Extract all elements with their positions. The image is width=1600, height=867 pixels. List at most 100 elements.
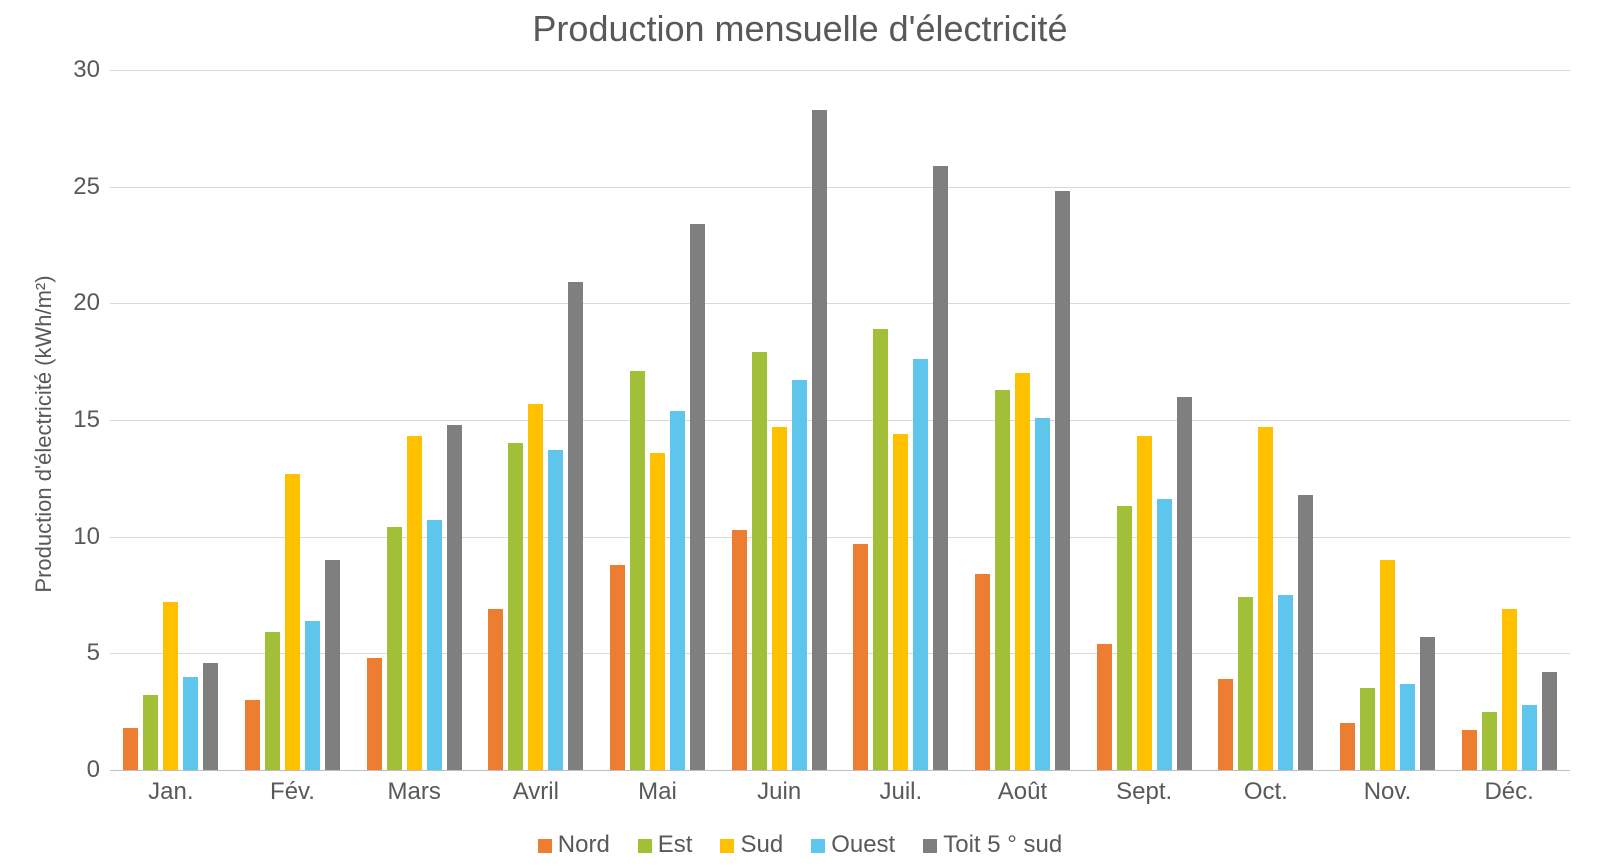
bar bbox=[650, 453, 665, 770]
bar bbox=[367, 658, 382, 770]
y-tick-label: 10 bbox=[73, 523, 110, 551]
bar bbox=[508, 443, 523, 770]
legend-item: Ouest bbox=[811, 831, 895, 859]
y-tick-label: 5 bbox=[87, 639, 110, 667]
grid-line bbox=[110, 537, 1570, 538]
y-tick-label: 20 bbox=[73, 289, 110, 317]
y-tick-label: 25 bbox=[73, 173, 110, 201]
y-axis-label: Production d'électricité (kWh/m²) bbox=[31, 275, 57, 592]
grid-line bbox=[110, 420, 1570, 421]
x-tick-label: Nov. bbox=[1327, 770, 1449, 806]
bar bbox=[387, 527, 402, 770]
bar bbox=[1097, 644, 1112, 770]
legend-label: Est bbox=[658, 831, 693, 858]
bar bbox=[772, 427, 787, 770]
legend-label: Ouest bbox=[831, 831, 895, 858]
legend-swatch bbox=[638, 839, 652, 853]
bar bbox=[610, 565, 625, 770]
plot-area: 051015202530Jan.Fév.MarsAvrilMaiJuinJuil… bbox=[110, 70, 1570, 771]
x-tick-label: Juil. bbox=[840, 770, 962, 806]
x-tick-label: Fév. bbox=[232, 770, 354, 806]
bar bbox=[265, 632, 280, 770]
y-tick-label: 0 bbox=[87, 756, 110, 784]
legend-label: Toit 5 ° sud bbox=[943, 831, 1062, 858]
bar bbox=[1502, 609, 1517, 770]
x-tick-label: Juin bbox=[718, 770, 840, 806]
x-tick-label: Déc. bbox=[1448, 770, 1570, 806]
x-tick-label: Sept. bbox=[1083, 770, 1205, 806]
bar bbox=[285, 474, 300, 770]
bar bbox=[732, 530, 747, 770]
bar bbox=[447, 425, 462, 770]
bar bbox=[1462, 730, 1477, 770]
bar bbox=[1157, 499, 1172, 770]
bar bbox=[853, 544, 868, 770]
legend-item: Nord bbox=[538, 831, 610, 859]
bar bbox=[568, 282, 583, 770]
bar bbox=[1482, 712, 1497, 770]
bar bbox=[183, 677, 198, 770]
bar bbox=[1218, 679, 1233, 770]
bar bbox=[1522, 705, 1537, 770]
bar bbox=[630, 371, 645, 770]
bar bbox=[548, 450, 563, 770]
bar bbox=[873, 329, 888, 770]
legend-label: Nord bbox=[558, 831, 610, 858]
bar bbox=[752, 352, 767, 770]
bar bbox=[812, 110, 827, 770]
y-tick-label: 15 bbox=[73, 406, 110, 434]
chart-title: Production mensuelle d'électricité bbox=[0, 8, 1600, 50]
legend: Nord Est Sud Ouest Toit 5 ° sud bbox=[0, 831, 1600, 859]
bar bbox=[528, 404, 543, 770]
bar bbox=[488, 609, 503, 770]
legend-item: Sud bbox=[720, 831, 783, 859]
bar bbox=[1015, 373, 1030, 770]
bar bbox=[1238, 597, 1253, 770]
bar bbox=[245, 700, 260, 770]
bar bbox=[1400, 684, 1415, 770]
bar bbox=[1542, 672, 1557, 770]
y-tick-label: 30 bbox=[73, 56, 110, 84]
bar bbox=[690, 224, 705, 770]
legend-item: Toit 5 ° sud bbox=[923, 831, 1062, 859]
x-tick-label: Oct. bbox=[1205, 770, 1327, 806]
x-tick-label: Mai bbox=[597, 770, 719, 806]
x-tick-label: Jan. bbox=[110, 770, 232, 806]
x-tick-label: Mars bbox=[353, 770, 475, 806]
bar bbox=[670, 411, 685, 770]
bar bbox=[1137, 436, 1152, 770]
bar bbox=[123, 728, 138, 770]
bar bbox=[1177, 397, 1192, 770]
bar bbox=[893, 434, 908, 770]
bar bbox=[1380, 560, 1395, 770]
bar bbox=[913, 359, 928, 770]
bar bbox=[305, 621, 320, 770]
bar bbox=[975, 574, 990, 770]
bar bbox=[1340, 723, 1355, 770]
electricity-production-chart: Production mensuelle d'électricité Produ… bbox=[0, 0, 1600, 867]
legend-swatch bbox=[811, 839, 825, 853]
bar bbox=[1360, 688, 1375, 770]
legend-swatch bbox=[538, 839, 552, 853]
grid-line bbox=[110, 303, 1570, 304]
grid-line bbox=[110, 70, 1570, 71]
legend-swatch bbox=[720, 839, 734, 853]
bar bbox=[407, 436, 422, 770]
bar bbox=[933, 166, 948, 770]
bar bbox=[1298, 495, 1313, 770]
bar bbox=[1278, 595, 1293, 770]
bar bbox=[1055, 191, 1070, 770]
x-tick-label: Août bbox=[962, 770, 1084, 806]
bar bbox=[995, 390, 1010, 770]
legend-swatch bbox=[923, 839, 937, 853]
bar bbox=[427, 520, 442, 770]
bar bbox=[143, 695, 158, 770]
bar bbox=[1258, 427, 1273, 770]
bar bbox=[1420, 637, 1435, 770]
bar bbox=[203, 663, 218, 770]
legend-label: Sud bbox=[740, 831, 783, 858]
bar bbox=[1035, 418, 1050, 770]
bar bbox=[325, 560, 340, 770]
bar bbox=[792, 380, 807, 770]
x-tick-label: Avril bbox=[475, 770, 597, 806]
